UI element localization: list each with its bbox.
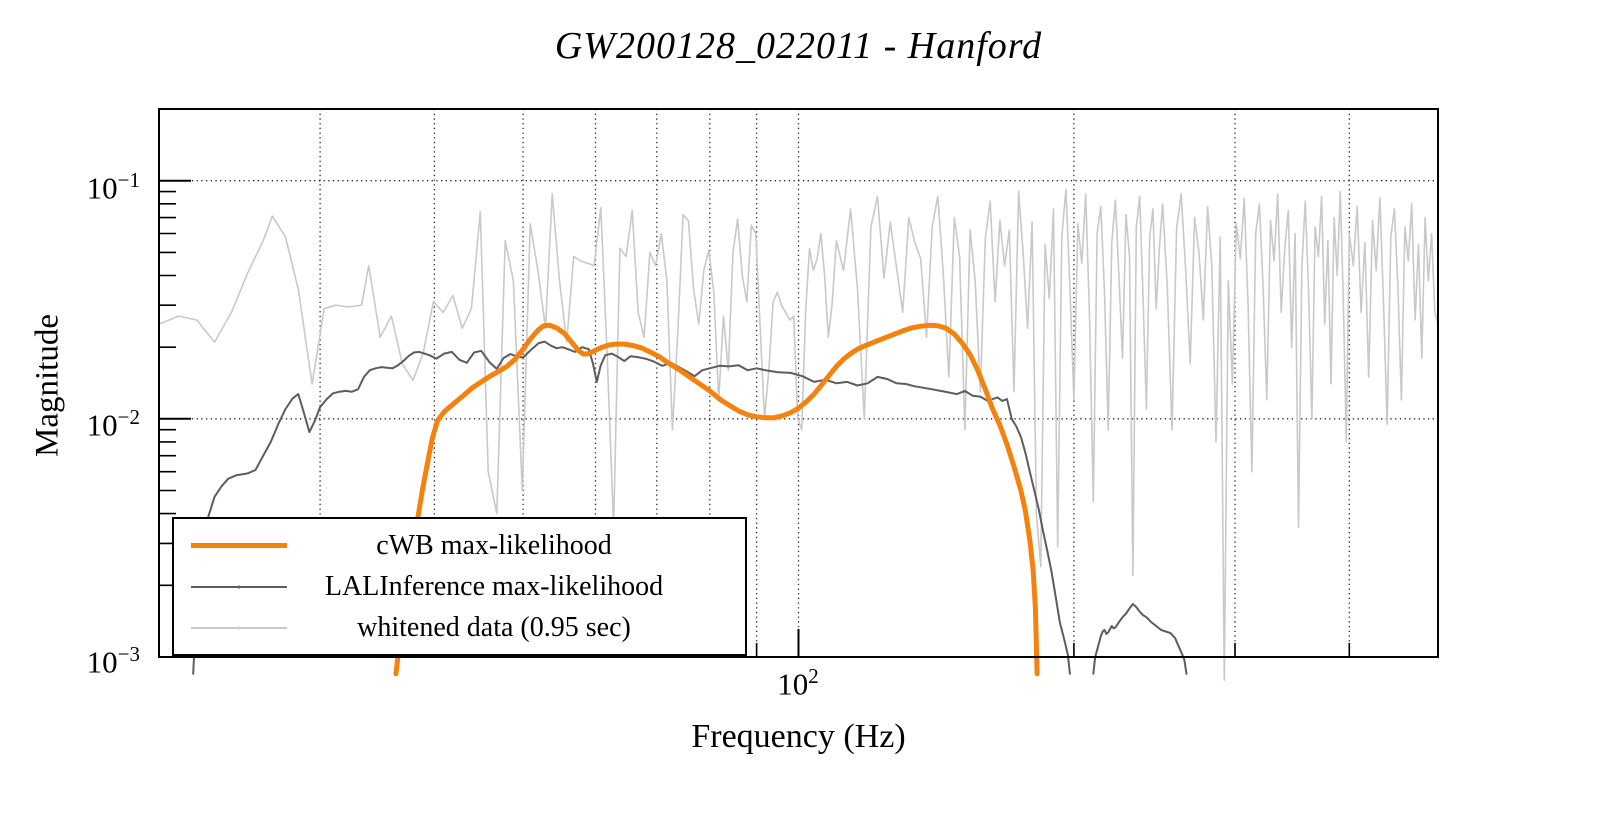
cwb-line-sample-icon xyxy=(191,543,287,548)
x-tick-label-1e2: 102 xyxy=(777,664,819,702)
legend-entry-cwb: cWB max-likelihood xyxy=(174,526,745,566)
legend-label-lalinference: LALInference max-likelihood xyxy=(324,570,664,602)
legend-entry-lalinference: LALInference max-likelihood xyxy=(174,567,745,607)
legend-label-cwb: cWB max-likelihood xyxy=(376,529,612,561)
lalinference-line-sample-icon xyxy=(191,585,287,588)
legend-entry-whitened: whitened data (0.95 sec) xyxy=(174,608,745,648)
y-tick-label-1e-1: 10−1 xyxy=(86,168,140,206)
y-tick-label-1e-2: 10−2 xyxy=(86,405,140,443)
whitened-line-sample-icon xyxy=(191,626,287,629)
chart-title: GW200128_022011 - Hanford xyxy=(554,25,1043,67)
legend: cWB max-likelihood LALInference max-like… xyxy=(172,517,747,656)
y-tick-label-1e-3: 10−3 xyxy=(86,642,140,680)
legend-label-whitened: whitened data (0.95 sec) xyxy=(357,611,631,643)
x-axis-label: Frequency (Hz) xyxy=(691,718,906,755)
